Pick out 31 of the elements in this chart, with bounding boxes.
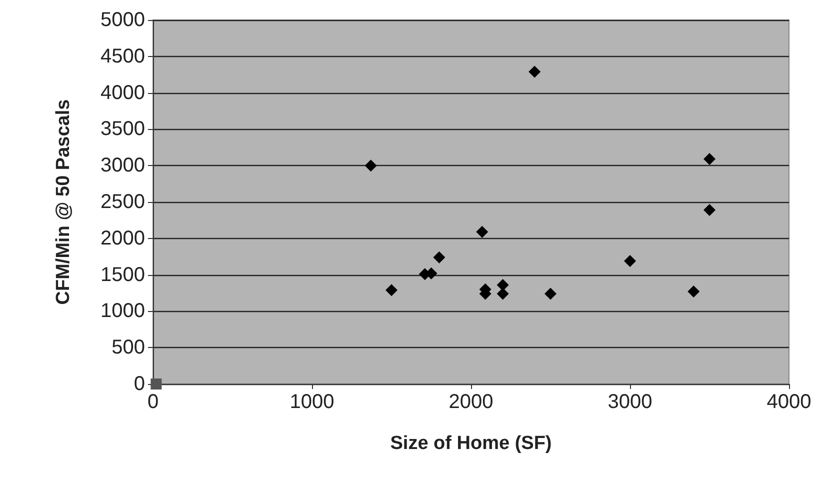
point xyxy=(496,288,509,300)
point xyxy=(386,284,398,296)
y-axis-title: CFM/Min @ 50 Pascals xyxy=(53,99,74,305)
y-tick-label: 2000 xyxy=(100,227,145,250)
x-axis-title: Size of Home (SF) xyxy=(390,433,552,454)
point xyxy=(544,288,556,300)
x-tick-label: 4000 xyxy=(766,391,812,413)
point xyxy=(528,66,541,78)
y-tick-label: 3000 xyxy=(100,154,145,177)
x-tick-label: 0 xyxy=(147,391,159,413)
y-tick-label: 0 xyxy=(134,373,145,395)
point xyxy=(496,278,509,291)
point xyxy=(476,226,488,238)
point xyxy=(704,204,716,216)
x-tick-label: 2000 xyxy=(448,391,494,413)
y-tick-label: 4500 xyxy=(100,45,145,68)
y-tick-label: 500 xyxy=(112,336,145,359)
x-tick-label: 3000 xyxy=(608,391,652,413)
y-tick-label: 1500 xyxy=(100,264,145,286)
y-tick-label: 1000 xyxy=(100,300,145,322)
point xyxy=(433,251,446,264)
y-tick-label: 4000 xyxy=(100,82,145,104)
point xyxy=(150,378,162,390)
y-tick-label: 3500 xyxy=(100,118,145,140)
point xyxy=(624,254,636,267)
point xyxy=(364,160,377,172)
point xyxy=(704,153,716,166)
y-tick-label: 2500 xyxy=(100,191,145,213)
x-tick-label: 1000 xyxy=(290,391,334,413)
y-tick-label: 5000 xyxy=(100,9,145,31)
point xyxy=(688,286,700,298)
